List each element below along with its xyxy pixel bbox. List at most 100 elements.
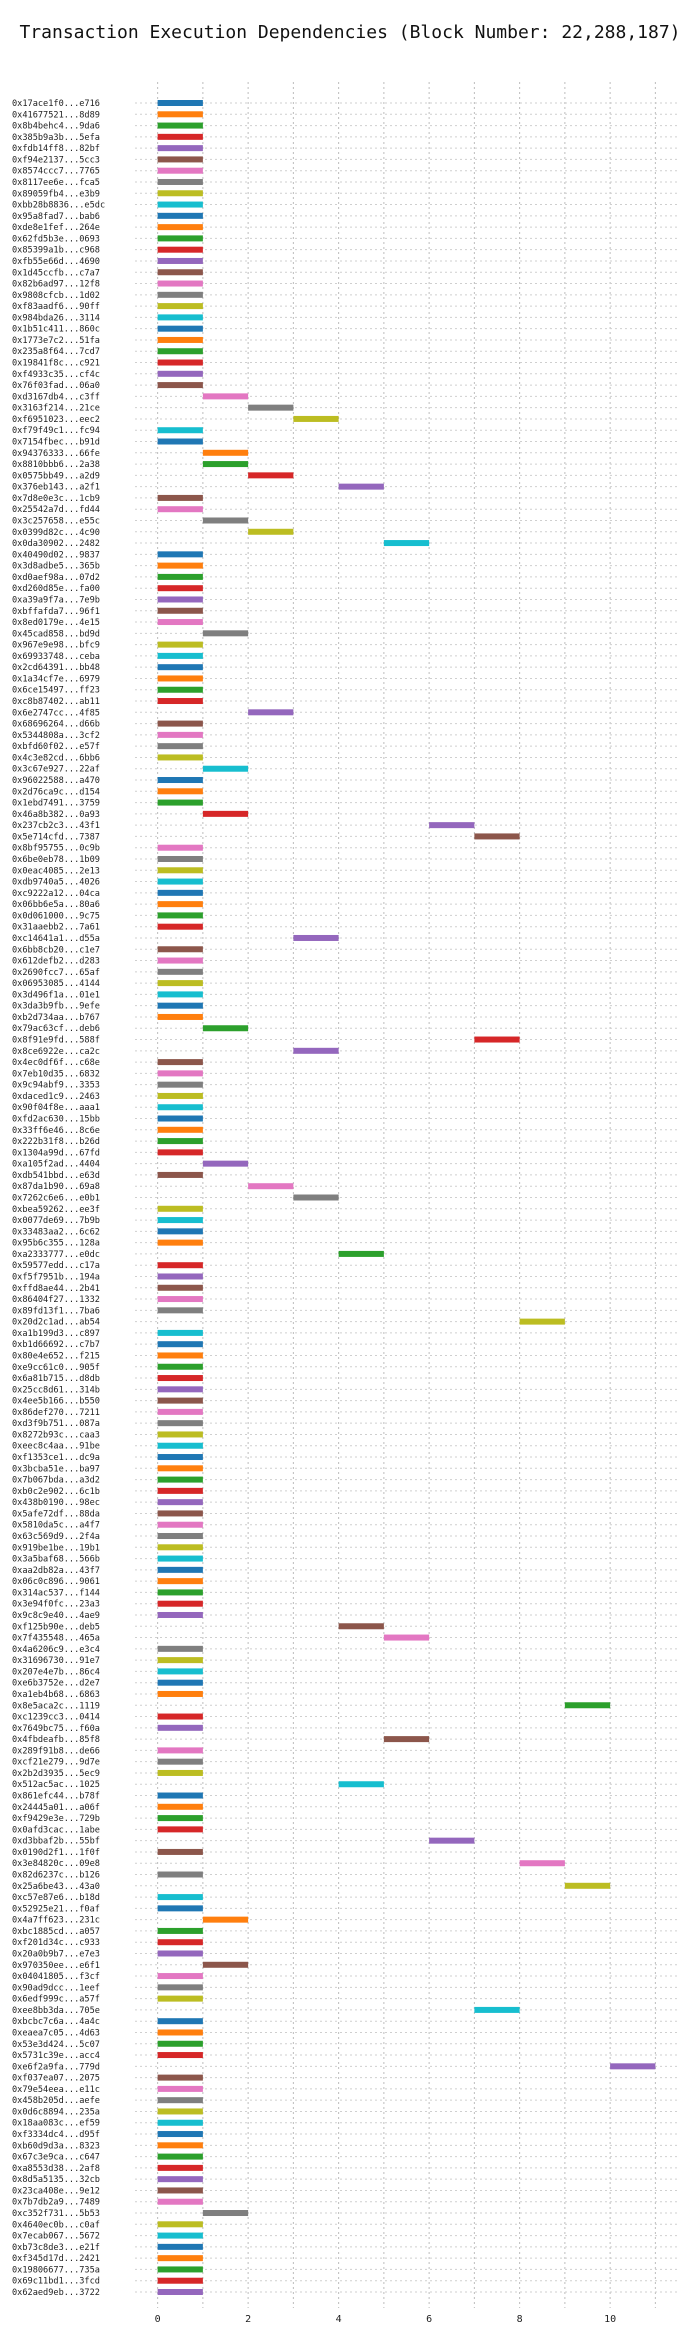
tx-bar: [157, 1713, 203, 1720]
tx-label: 0xa1eb4b68...6863: [12, 1690, 100, 1700]
tx-bar: [157, 1679, 203, 1686]
tx-label: 0x89059fb4...e3b9: [12, 189, 100, 199]
x-tick-label: 6: [426, 2314, 432, 2325]
tx-label: 0x1a34cf7e...6979: [12, 674, 100, 684]
tx-label: 0x6e2747cc...4f85: [12, 708, 100, 718]
tx-label: 0xa105f2ad...4404: [12, 1160, 100, 1170]
tx-label: 0x8ed0179e...4e15: [12, 618, 100, 628]
tx-bar: [157, 2085, 203, 2092]
tx-label: 0x59577edd...c17a: [12, 1261, 100, 1271]
tx-bar: [157, 156, 203, 163]
tx-bar: [157, 314, 203, 321]
tx-bar: [157, 1611, 203, 1618]
bars: [157, 100, 656, 2295]
tx-bar: [383, 1736, 430, 1743]
tx-label: 0x94376333...66fe: [12, 449, 100, 459]
tx-label: 0x2b2d3935...5ec9: [12, 1769, 100, 1779]
tx-bar: [157, 1747, 203, 1754]
tx-label: 0x2690fcc7...65af: [12, 968, 100, 978]
tx-bar: [157, 2176, 203, 2183]
tx-bar: [157, 652, 203, 659]
tx-bar: [157, 1239, 203, 1246]
tx-bar: [157, 382, 203, 389]
tx-bar: [157, 1657, 203, 1664]
tx-label: 0x438b0190...98ec: [12, 1498, 100, 1508]
tx-bar: [157, 1070, 203, 1077]
tx-label: 0x33483aa2...6c62: [12, 1227, 100, 1237]
tx-bar: [202, 1961, 249, 1968]
tx-bar: [338, 1781, 384, 1788]
tx-label: 0x7eb10d35...6832: [12, 1069, 100, 1079]
tx-label: 0x40490d02...9837: [12, 550, 100, 560]
tx-bar: [157, 1002, 203, 1009]
tx-label: 0xdb9740a5...4026: [12, 878, 100, 888]
tx-bar: [157, 2097, 203, 2104]
tx-bar: [157, 348, 203, 355]
tx-bar: [157, 1905, 203, 1912]
tx-bar: [248, 404, 294, 411]
tx-bar: [157, 246, 203, 253]
tx-label: 0x69c11bd1...3fcd: [12, 2277, 100, 2287]
tx-bar: [157, 2277, 203, 2284]
tx-bar: [157, 257, 203, 264]
tx-label: 0x289f91b8...de66: [12, 1746, 100, 1756]
tx-label: 0xa8553d38...2af8: [12, 2164, 100, 2174]
tx-bar: [157, 370, 203, 377]
tx-label: 0x8bf95755...0c9b: [12, 844, 100, 854]
tx-label: 0xf79f49c1...fc94: [12, 426, 100, 436]
tx-bar: [157, 1533, 203, 1540]
tx-bar: [293, 934, 339, 941]
tx-label: 0x5810da5c...a4f7: [12, 1521, 100, 1531]
tx-bar: [157, 923, 203, 930]
tx-label: 0x69933748...ceba: [12, 652, 100, 662]
tx-label: 0xc352f731...5b53: [12, 2209, 100, 2219]
tx-label: 0xaa2db82a...43f7: [12, 1566, 100, 1576]
tx-label: 0x0190d2f1...1f0f: [12, 1848, 100, 1858]
tx-bar: [474, 833, 520, 840]
tx-bar: [157, 1171, 203, 1178]
tx-bar: [157, 2142, 203, 2149]
tx-bar: [157, 585, 203, 592]
tx-label: 0x85399a1b...c968: [12, 246, 100, 256]
tx-bar: [157, 1544, 203, 1551]
tx-bar: [157, 867, 203, 874]
tx-bar: [157, 336, 203, 343]
x-tick-label: 2: [245, 2314, 251, 2325]
tx-bar: [157, 889, 203, 896]
tx-label: 0x8810bbb6...2a38: [12, 460, 100, 470]
tx-label: 0xf6951023...eec2: [12, 415, 100, 425]
tx-bar: [157, 1397, 203, 1404]
tx-label: 0x7b067bda...a3d2: [12, 1476, 100, 1486]
tx-bar: [157, 1487, 203, 1494]
tx-bar: [157, 1758, 203, 1765]
tx-bar: [157, 754, 203, 761]
tx-label: 0x25542a7d...fd44: [12, 505, 100, 515]
tx-bar: [157, 1262, 203, 1269]
tx-label: 0x45cad858...bd9d: [12, 629, 100, 639]
tx-label: 0x19806677...735a: [12, 2265, 100, 2275]
tx-label: 0x919be1be...19b1: [12, 1543, 100, 1553]
tx-label: 0x96022588...a470: [12, 776, 100, 786]
tx-label: 0x0077de69...7b9b: [12, 1216, 100, 1226]
tx-bar: [157, 1217, 203, 1224]
tx-bar: [157, 1115, 203, 1122]
tx-label: 0x0399d82c...4c90: [12, 528, 100, 538]
tx-bar: [157, 1984, 203, 1991]
tx-label: 0xf037ea07...2075: [12, 2074, 100, 2084]
tx-bar: [564, 1882, 611, 1889]
tx-bar: [202, 1160, 249, 1167]
tx-bar: [157, 619, 203, 626]
tx-label: 0x04041805...f3cf: [12, 1972, 100, 1982]
tx-bar: [157, 1600, 203, 1607]
tx-bar: [157, 1092, 203, 1099]
tx-label: 0xc14641a1...d55a: [12, 934, 100, 944]
tx-bar: [157, 1510, 203, 1517]
tx-bar: [474, 1036, 520, 1043]
tx-bar: [202, 449, 249, 456]
tx-label: 0x4fbdeafb...85f8: [12, 1735, 100, 1745]
tx-label: 0xdb541bbd...e63d: [12, 1171, 100, 1181]
x-tick-label: 8: [517, 2314, 523, 2325]
tx-bar: [157, 1431, 203, 1438]
tx-label: 0x7b7db2a9...7489: [12, 2198, 100, 2208]
